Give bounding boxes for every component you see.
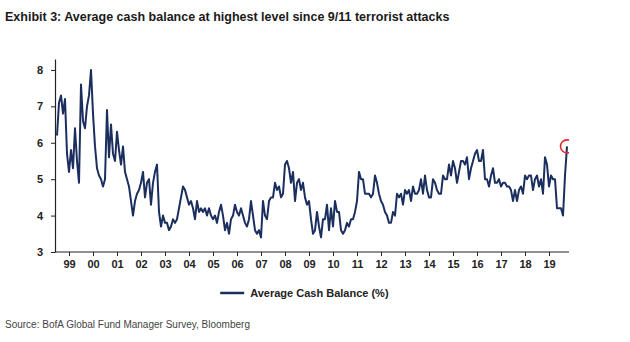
y-tick-label: 6 <box>37 137 43 149</box>
y-tick: 5 <box>37 173 55 185</box>
y-tick-label: 3 <box>37 246 43 258</box>
x-tick: 08 <box>279 252 291 270</box>
x-tick-label: 01 <box>111 258 123 270</box>
y-tick: 8 <box>37 64 55 76</box>
y-tick-mark <box>51 70 55 71</box>
y-tick-label: 5 <box>37 173 43 185</box>
y-tick-mark <box>51 179 55 180</box>
x-tick-label: 15 <box>447 258 459 270</box>
x-tick: 11 <box>352 252 364 270</box>
x-tick-label: 04 <box>183 258 196 270</box>
x-tick-mark <box>501 252 502 256</box>
x-tick: 06 <box>231 252 243 270</box>
x-tick: 05 <box>207 252 219 270</box>
x-tick-mark <box>381 252 382 256</box>
x-tick-mark <box>357 252 358 256</box>
x-tick-label: 00 <box>87 258 99 270</box>
x-tick-mark <box>213 252 214 256</box>
x-tick: 14 <box>423 252 436 270</box>
title: Exhibit 3: Average cash balance at highe… <box>5 10 449 24</box>
x-tick-label: 11 <box>352 258 364 270</box>
x-tick-mark <box>261 252 262 256</box>
y-tick: 7 <box>37 100 55 112</box>
legend-swatch <box>220 292 244 295</box>
x-tick: 00 <box>87 252 99 270</box>
x-tick-label: 05 <box>207 258 219 270</box>
x-tick-label: 16 <box>471 258 483 270</box>
x-tick-label: 19 <box>543 258 555 270</box>
x-tick: 10 <box>327 252 339 270</box>
x-tick: 12 <box>375 252 387 270</box>
legend-label: Average Cash Balance (%) <box>250 287 389 299</box>
x-tick-mark <box>93 252 94 256</box>
x-tick: 07 <box>255 252 267 270</box>
x-tick: 02 <box>135 252 147 270</box>
y-axis: 3 4 5 6 7 8 <box>37 60 56 259</box>
x-tick-label: 12 <box>375 258 387 270</box>
x-tick: 15 <box>447 252 459 270</box>
y-tick-mark <box>51 143 55 144</box>
x-tick-label: 18 <box>519 258 531 270</box>
x-tick: 17 <box>495 252 507 270</box>
x-tick: 03 <box>159 252 171 270</box>
y-axis-line <box>55 60 56 253</box>
x-tick: 16 <box>471 252 483 270</box>
x-tick-mark <box>525 252 526 256</box>
x-tick-mark <box>165 252 166 256</box>
x-tick-label: 08 <box>279 258 291 270</box>
x-tick-label: 99 <box>63 258 75 270</box>
x-tick-label: 13 <box>399 258 411 270</box>
x-tick-mark <box>69 252 70 256</box>
x-tick-mark <box>189 252 190 256</box>
x-tick-label: 14 <box>423 258 436 270</box>
y-tick: 4 <box>37 210 55 222</box>
x-tick-label: 02 <box>135 258 147 270</box>
x-tick: 04 <box>183 252 196 270</box>
x-tick-label: 03 <box>159 258 171 270</box>
y-tick-label: 4 <box>37 210 44 222</box>
x-tick-mark <box>405 252 406 256</box>
source-note: Source: BofA Global Fund Manager Survey,… <box>5 319 250 330</box>
x-tick-label: 06 <box>231 258 243 270</box>
x-axis: 99 00 01 02 03 04 05 06 07 08 09 10 11 12 13 14 15 16 17 18… <box>55 252 569 270</box>
x-tick: 01 <box>111 252 123 270</box>
x-tick-label: 10 <box>327 258 339 270</box>
x-tick: 19 <box>543 252 555 270</box>
x-tick: 99 <box>63 252 75 270</box>
x-tick: 09 <box>303 252 315 270</box>
x-tick-mark <box>309 252 310 256</box>
x-tick-mark <box>333 252 334 256</box>
x-axis-line <box>55 251 569 252</box>
x-tick-label: 17 <box>495 258 507 270</box>
chart: Exhibit 3: Average cash balance at highe… <box>0 0 630 342</box>
x-tick: 18 <box>519 252 531 270</box>
x-tick-mark <box>477 252 478 256</box>
y-tick-mark <box>51 216 55 217</box>
x-tick-label: 07 <box>255 258 267 270</box>
y-tick-mark <box>51 252 55 253</box>
x-tick-mark <box>549 252 550 256</box>
plot-area <box>57 70 569 238</box>
x-tick-mark <box>117 252 118 256</box>
x-tick-mark <box>141 252 142 256</box>
y-tick: 6 <box>37 137 55 149</box>
y-tick-label: 7 <box>37 100 43 112</box>
x-tick: 13 <box>399 252 411 270</box>
y-tick: 3 <box>37 246 55 258</box>
x-tick-mark <box>285 252 286 256</box>
highlight-circle <box>561 140 570 153</box>
legend: Average Cash Balance (%) <box>220 287 389 299</box>
y-tick-mark <box>51 106 55 107</box>
x-tick-label: 09 <box>303 258 315 270</box>
x-tick-mark <box>237 252 238 256</box>
x-tick-mark <box>429 252 430 256</box>
series-line <box>57 70 567 238</box>
x-tick-mark <box>453 252 454 256</box>
y-tick-label: 8 <box>37 64 43 76</box>
